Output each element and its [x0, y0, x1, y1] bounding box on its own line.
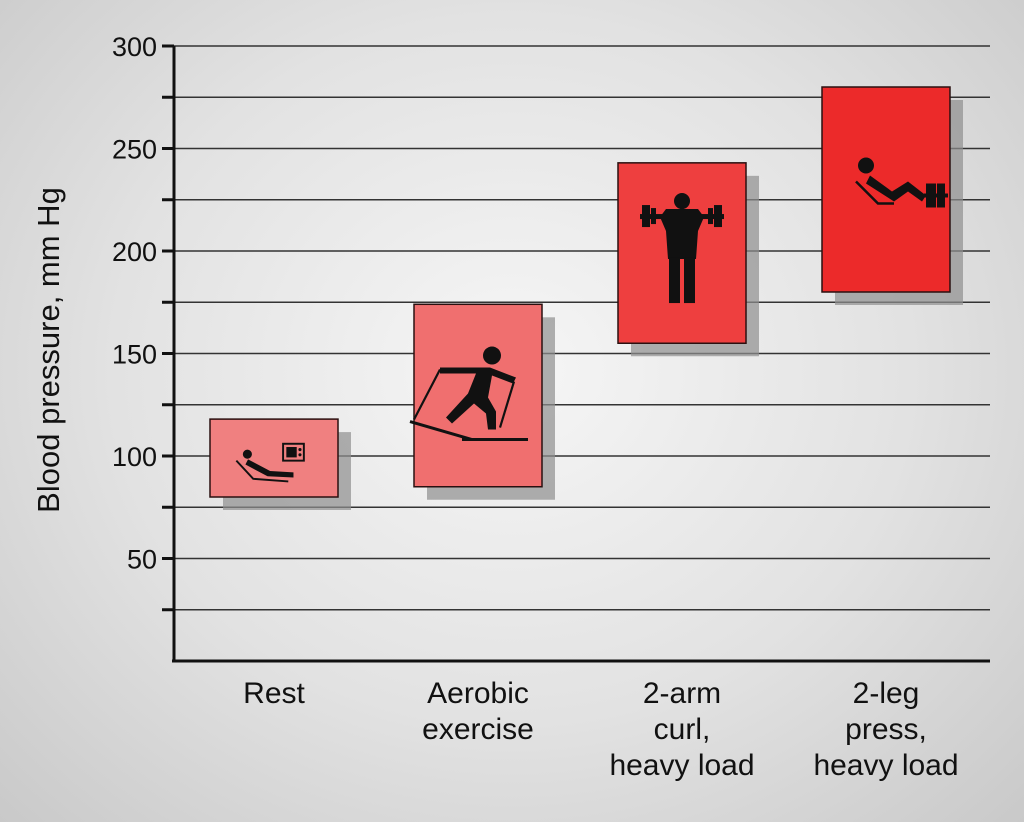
- x-tick-label: Aerobic exercise: [422, 677, 534, 746]
- bars: [209, 86, 963, 510]
- x-tick-labels: Rest Aerobic exercise 2-arm curl, heavy load 2…: [243, 677, 958, 782]
- x-tick-label: 2-arm curl, heavy load: [609, 677, 754, 782]
- bar: [209, 418, 339, 498]
- y-tick-label: 150: [112, 340, 157, 370]
- y-tick-labels: 50 100 150 200 250 300: [112, 32, 157, 575]
- y-tick-label: 100: [112, 442, 157, 472]
- y-tick-label: 250: [112, 135, 157, 165]
- y-axis-title: Blood pressure, mm Hg: [31, 187, 66, 513]
- reclining-tv-icon: [235, 442, 305, 483]
- axes: [172, 46, 990, 663]
- y-tick-label: 50: [127, 545, 157, 575]
- barbell-lifter-icon: [640, 193, 724, 304]
- x-tick-label: Rest: [243, 677, 305, 710]
- cross-country-skier-icon: [409, 346, 528, 442]
- leg-press-icon: [855, 157, 948, 208]
- y-tick-label: 200: [112, 237, 157, 267]
- x-tick-label: 2-leg press, heavy load: [813, 677, 958, 782]
- y-tick-label: 300: [112, 32, 157, 62]
